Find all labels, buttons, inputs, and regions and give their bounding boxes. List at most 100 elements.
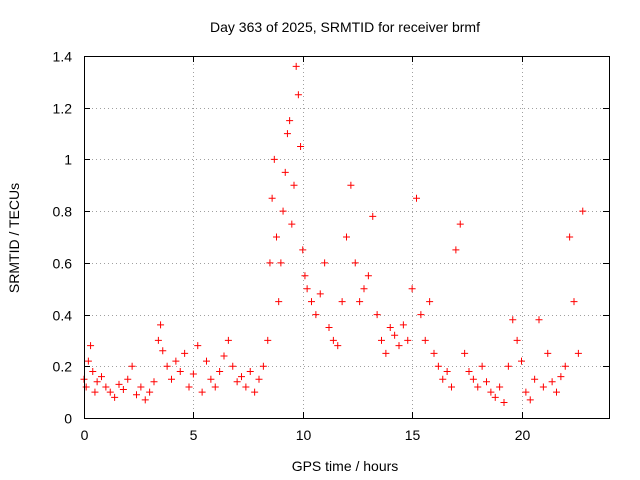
x-tick-label: 5 (190, 427, 198, 443)
data-point (325, 324, 333, 331)
data-point (408, 285, 416, 293)
data-point (154, 336, 162, 344)
data-point (82, 383, 90, 391)
data-point (378, 336, 385, 344)
data-point (303, 285, 311, 293)
data-point (185, 383, 193, 391)
data-point (203, 357, 210, 365)
data-point (421, 336, 429, 344)
grid-lines (84, 56, 609, 418)
data-point (189, 370, 197, 378)
data-point (395, 342, 403, 350)
data-point (439, 375, 447, 383)
data-point (299, 246, 307, 254)
data-point (159, 347, 167, 355)
data-point (443, 367, 451, 375)
data-point (133, 391, 140, 399)
data-point (513, 336, 521, 344)
data-point (364, 272, 372, 280)
data-point (522, 388, 530, 396)
plot-frame (84, 56, 610, 419)
data-point (270, 155, 278, 163)
data-point (251, 388, 259, 396)
data-point (518, 357, 525, 365)
axis-ticks: 0 0.2 0.4 0.6 0.8 1 1.2 1.4 0 5 10 15 20 (53, 49, 609, 443)
data-point (465, 367, 473, 375)
data-point (238, 373, 245, 381)
y-tick-label: 1 (64, 152, 72, 168)
y-tick-label: 0.8 (53, 204, 73, 220)
data-point (483, 378, 490, 386)
data-point (84, 357, 92, 365)
data-point (557, 373, 565, 381)
y-tick-label: 0.6 (53, 256, 73, 272)
data-point (399, 321, 407, 329)
data-point (115, 380, 123, 388)
data-point (373, 311, 381, 319)
data-point (504, 362, 512, 370)
data-point (391, 331, 399, 339)
data-point (356, 298, 364, 306)
data-point (128, 362, 136, 370)
data-point (369, 212, 377, 220)
chart-title: Day 363 of 2025, SRMTID for receiver brm… (210, 19, 480, 35)
data-point (242, 383, 250, 391)
data-point (360, 285, 368, 293)
data-point (163, 362, 171, 370)
data-point (91, 388, 99, 396)
y-tick-label: 0.2 (53, 359, 73, 375)
data-point (347, 181, 355, 189)
data-point (312, 311, 320, 319)
data-point (168, 375, 175, 383)
data-points (80, 62, 587, 406)
data-point (548, 378, 556, 386)
data-point (316, 290, 324, 298)
data-point (268, 194, 276, 202)
data-point (434, 362, 442, 370)
data-point (259, 362, 267, 370)
data-point (338, 298, 346, 306)
data-point (561, 362, 569, 370)
data-point (386, 324, 394, 331)
data-point (207, 375, 215, 383)
data-point (566, 233, 574, 241)
data-point (275, 298, 283, 306)
data-point (264, 336, 272, 344)
data-point (98, 373, 105, 381)
data-point (413, 194, 420, 202)
data-point (574, 349, 582, 357)
data-point (382, 349, 390, 357)
data-point (111, 393, 119, 401)
x-tick-label: 20 (515, 427, 531, 443)
data-point (281, 168, 289, 176)
data-point (229, 362, 237, 370)
data-point (474, 383, 482, 391)
data-point (181, 349, 189, 357)
data-point (321, 259, 329, 267)
data-point (301, 272, 309, 280)
data-point (461, 349, 469, 357)
data-point (491, 393, 499, 401)
y-tick-label: 0.4 (53, 308, 73, 324)
data-point (124, 375, 132, 383)
data-point (273, 233, 280, 241)
data-point (570, 298, 578, 306)
data-point (430, 349, 438, 357)
data-point (233, 378, 241, 386)
x-axis-label: GPS time / hours (292, 458, 399, 474)
data-point (279, 207, 287, 215)
data-point (266, 259, 274, 267)
data-point (246, 367, 254, 375)
data-point (531, 375, 539, 383)
data-point (172, 357, 180, 365)
data-point (146, 388, 154, 396)
data-point (87, 342, 95, 350)
data-point (198, 388, 206, 396)
data-point (526, 396, 534, 404)
data-point (500, 398, 508, 406)
data-point (292, 62, 300, 70)
data-point (89, 367, 97, 375)
data-point (211, 383, 219, 391)
data-point (106, 388, 114, 396)
data-point (329, 336, 337, 344)
